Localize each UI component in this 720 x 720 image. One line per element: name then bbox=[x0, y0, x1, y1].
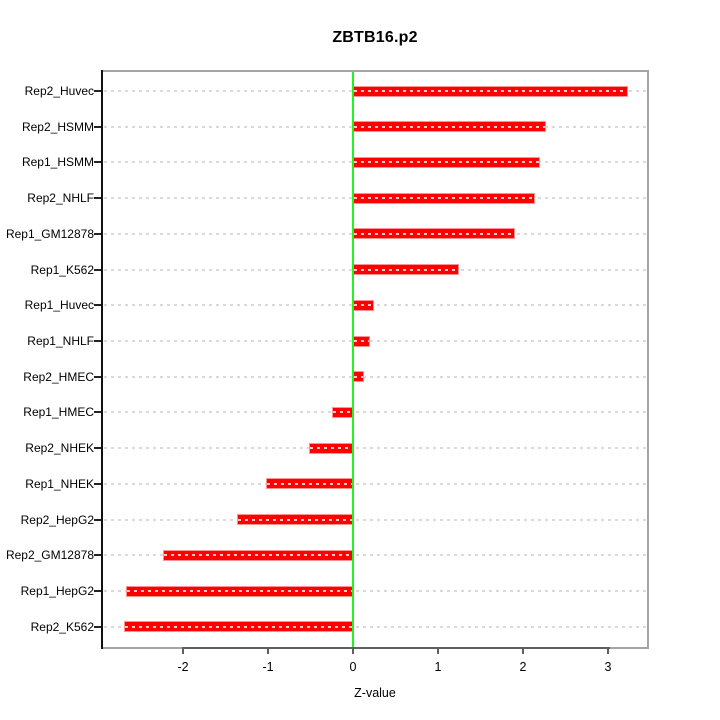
y-axis-tick bbox=[94, 375, 101, 378]
y-tick-label-rep2_hepg2: Rep2_HepG2 bbox=[20, 512, 94, 527]
x-axis-line bbox=[183, 647, 610, 649]
bar-grid-dashes bbox=[267, 482, 352, 485]
bar-grid-dashes bbox=[354, 375, 364, 378]
bar-grid-dashes bbox=[354, 340, 369, 343]
bar-grid-dashes bbox=[354, 90, 627, 92]
y-tick-label-rep2_huvec: Rep2_Huvec bbox=[24, 84, 94, 98]
plot-border-right bbox=[647, 70, 649, 647]
bar-grid-dashes bbox=[354, 125, 545, 128]
bar-grid-dashes bbox=[354, 232, 514, 235]
y-axis-tick bbox=[94, 447, 101, 450]
bar-rep2_hsmm bbox=[353, 121, 546, 133]
bar-rep1_nhlf bbox=[353, 335, 370, 347]
bar-rep1_gm12878 bbox=[353, 228, 515, 240]
y-axis-tick bbox=[94, 125, 101, 128]
bar-rep2_hepg2 bbox=[236, 514, 353, 526]
y-axis-tick bbox=[94, 161, 101, 164]
bar-grid-dashes bbox=[127, 590, 352, 593]
bar-rep1_hsmm bbox=[353, 156, 540, 168]
bar-rep2_k562 bbox=[123, 621, 353, 633]
y-tick-label-rep2_gm12878: Rep2_GM12878 bbox=[5, 548, 94, 563]
bar-grid-dashes bbox=[164, 554, 352, 557]
x-tick-label-2: 2 bbox=[519, 660, 527, 674]
bar-rep1_hmec bbox=[331, 406, 353, 418]
y-axis-tick bbox=[94, 518, 101, 521]
y-axis-tick bbox=[94, 90, 101, 92]
row-gridline bbox=[104, 375, 646, 378]
bar-grid-dashes bbox=[309, 447, 352, 450]
y-axis-tick bbox=[94, 340, 101, 343]
x-tick-label--1: -1 bbox=[262, 660, 274, 674]
y-axis-tick bbox=[94, 268, 101, 271]
bar-rep2_nhek bbox=[308, 442, 353, 454]
y-tick-label-rep1_gm12878: Rep1_GM12878 bbox=[5, 226, 94, 241]
bar-rep2_nhlf bbox=[353, 192, 535, 204]
x-axis-tick bbox=[352, 647, 354, 654]
y-axis-tick bbox=[94, 625, 101, 628]
x-axis-tick bbox=[182, 647, 184, 654]
row-gridline bbox=[104, 554, 646, 557]
row-gridline bbox=[104, 590, 646, 593]
y-tick-label-rep1_k562: Rep1_K562 bbox=[30, 262, 94, 277]
x-axis-tick bbox=[522, 647, 524, 654]
bar-grid-dashes bbox=[354, 161, 539, 164]
y-axis-tick bbox=[94, 304, 101, 307]
y-axis-tick bbox=[94, 590, 101, 593]
bar-rep1_hepg2 bbox=[126, 585, 353, 597]
row-gridline bbox=[104, 304, 646, 307]
bar-rep1_k562 bbox=[353, 264, 460, 276]
x-axis-title: Z-value bbox=[354, 686, 396, 700]
chart-title: ZBTB16.p2 bbox=[332, 29, 418, 46]
plot-border-top bbox=[103, 70, 649, 72]
y-tick-label-rep2_hsmm: Rep2_HSMM bbox=[21, 119, 94, 134]
bar-grid-dashes bbox=[354, 197, 534, 200]
row-gridline bbox=[104, 411, 646, 414]
bar-grid-dashes bbox=[354, 304, 374, 307]
row-gridline bbox=[104, 518, 646, 521]
x-axis-tick bbox=[607, 647, 609, 654]
row-gridline bbox=[104, 447, 646, 450]
bar-grid-dashes bbox=[354, 268, 459, 271]
y-axis-tick bbox=[94, 232, 101, 235]
x-tick-label-1: 1 bbox=[434, 660, 442, 674]
plot-area: Rep2_Huvec Rep2_HSMM Rep1_HSMM Rep2_NHLF Rep… bbox=[6, 70, 649, 674]
x-tick-label--2: -2 bbox=[177, 660, 189, 674]
y-tick-label-rep1_hsmm: Rep1_HSMM bbox=[21, 155, 94, 170]
y-tick-label-rep1_hepg2: Rep1_HepG2 bbox=[20, 584, 94, 599]
bar-rep2_hmec bbox=[353, 371, 365, 383]
bar-grid-dashes bbox=[124, 625, 352, 628]
y-axis-tick bbox=[94, 197, 101, 200]
bar-rep2_huvec bbox=[353, 85, 628, 97]
bar-grid-dashes bbox=[237, 518, 352, 521]
zero-reference-line bbox=[352, 72, 354, 647]
x-axis-tick bbox=[437, 647, 439, 654]
bar-grid-dashes bbox=[332, 411, 352, 414]
bar-rep1_huvec bbox=[353, 299, 375, 311]
y-axis-tick bbox=[94, 411, 101, 414]
y-tick-label-rep2_hmec: Rep2_HMEC bbox=[23, 369, 94, 384]
row-gridline bbox=[104, 482, 646, 485]
y-axis-line bbox=[101, 70, 103, 649]
x-tick-label-0: 0 bbox=[349, 660, 357, 674]
y-tick-label-rep1_nhek: Rep1_NHEK bbox=[25, 476, 94, 491]
y-tick-label-rep1_huvec: Rep1_Huvec bbox=[24, 298, 94, 313]
row-gridline bbox=[104, 625, 646, 628]
y-axis-tick bbox=[94, 482, 101, 485]
bar-rep2_gm12878 bbox=[163, 549, 353, 561]
y-tick-label-rep2_nhek: Rep2_NHEK bbox=[25, 441, 94, 456]
y-tick-label-rep2_k562: Rep2_K562 bbox=[30, 619, 94, 634]
row-gridline bbox=[104, 340, 646, 343]
y-tick-label-rep1_hmec: Rep1_HMEC bbox=[23, 405, 94, 420]
y-tick-label-rep1_nhlf: Rep1_NHLF bbox=[27, 334, 94, 349]
y-axis-tick bbox=[94, 554, 101, 557]
y-tick-label-rep2_nhlf: Rep2_NHLF bbox=[27, 191, 94, 206]
x-axis-tick bbox=[267, 647, 269, 654]
bar-rep1_nhek bbox=[266, 478, 353, 490]
x-tick-label-3: 3 bbox=[604, 660, 612, 674]
